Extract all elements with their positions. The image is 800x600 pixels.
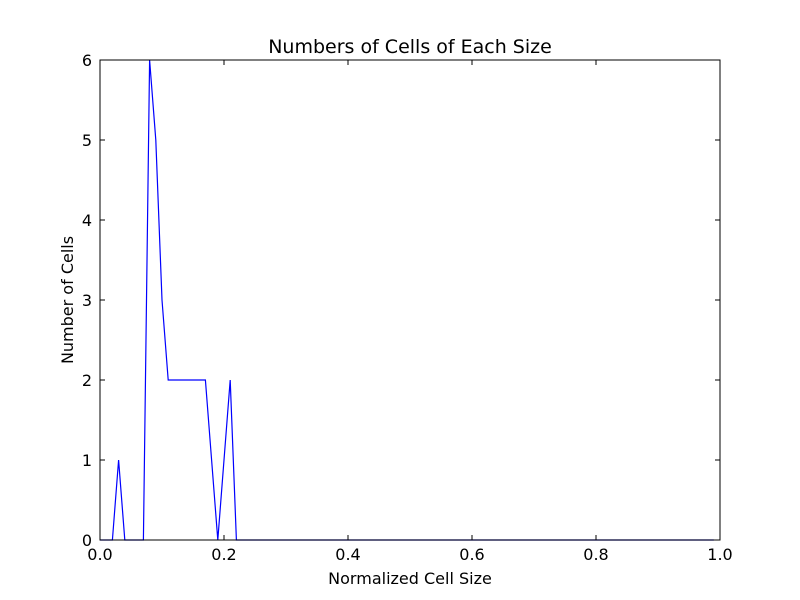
y-axis-label: Number of Cells — [58, 236, 77, 364]
x-tick-label: 0.2 — [211, 545, 236, 564]
x-tick-label: 0.4 — [335, 545, 360, 564]
chart-title: Numbers of Cells of Each Size — [268, 36, 552, 58]
x-tick-label: 0.6 — [459, 545, 484, 564]
y-tick-label: 1 — [82, 451, 92, 470]
x-axis: 0.0 0.2 0.4 0.6 0.8 1.0 — [87, 60, 733, 564]
y-tick-label: 6 — [82, 51, 92, 70]
plot-frame — [99, 59, 721, 541]
x-axis-label: Normalized Cell Size — [328, 569, 492, 588]
x-tick-label: 0.0 — [87, 545, 112, 564]
y-tick-label: 3 — [82, 291, 92, 310]
y-axis: 0 1 2 3 4 5 6 — [82, 51, 720, 550]
x-tick-label: 1.0 — [707, 545, 732, 564]
y-tick-label: 0 — [82, 531, 92, 550]
y-tick-label: 4 — [82, 211, 92, 230]
series-line — [100, 59, 714, 541]
y-tick-label: 2 — [82, 371, 92, 390]
data-layer — [100, 59, 714, 541]
y-tick-label: 5 — [82, 131, 92, 150]
x-tick-label: 0.8 — [583, 545, 608, 564]
